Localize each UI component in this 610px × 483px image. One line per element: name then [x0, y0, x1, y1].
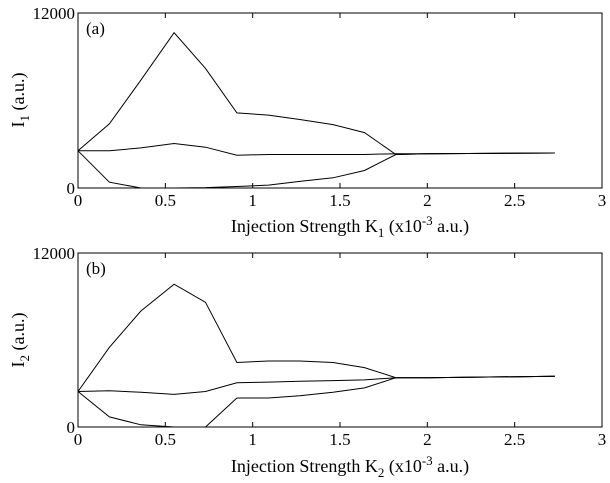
x-tick-label: 2 — [423, 191, 432, 210]
panel-b: 0 0.5 1 1.5 2 2.5 3 0 12000 (b) I2 (a.u.) Injection… — [8, 244, 606, 480]
x-tick-label: 2.5 — [504, 191, 525, 210]
panel-a: 0 0.5 1 1.5 2 2.5 3 0 12000 (a) I1 (a.u.) Injection… — [8, 4, 606, 240]
y-axis-label: I2 (a.u.) — [8, 313, 32, 368]
panel-label: (a) — [86, 19, 105, 38]
series-line-3 — [77, 150, 555, 189]
series-line-2 — [78, 142, 555, 156]
x-tick-label: 1 — [248, 191, 257, 210]
x-tick-label: 0.5 — [155, 430, 176, 449]
y-tick-label: 0 — [67, 179, 76, 198]
axes-box — [77, 252, 603, 428]
y-tick-label: 0 — [67, 418, 76, 437]
x-tick-label: 1.5 — [329, 430, 350, 449]
x-tick-label: 0.5 — [155, 191, 176, 210]
x-tick-label: 1.5 — [329, 191, 350, 210]
series-line-3 — [77, 375, 555, 428]
y-axis-label: I1 (a.u.) — [8, 73, 32, 128]
y-tick-label: 12000 — [33, 4, 76, 23]
panel-label: (b) — [86, 259, 106, 278]
x-tick-label: 3 — [598, 430, 607, 449]
x-tick-label: 1 — [248, 430, 257, 449]
y-tick-label: 12000 — [33, 244, 76, 263]
x-axis-label: Injection Strength K1 (x10-3 a.u.) — [231, 213, 469, 240]
series-line-1 — [77, 283, 555, 392]
x-tick-label: 2.5 — [504, 430, 525, 449]
x-tick-label: 2 — [423, 430, 432, 449]
series-line-2 — [77, 375, 555, 395]
axes-box — [77, 12, 603, 189]
x-tick-label: 0 — [74, 191, 83, 210]
x-axis-label: Injection Strength K2 (x10-3 a.u.) — [231, 453, 469, 480]
x-tick-label: 3 — [598, 191, 607, 210]
x-tick-label: 0 — [74, 430, 83, 449]
series-line-1 — [77, 31, 555, 156]
